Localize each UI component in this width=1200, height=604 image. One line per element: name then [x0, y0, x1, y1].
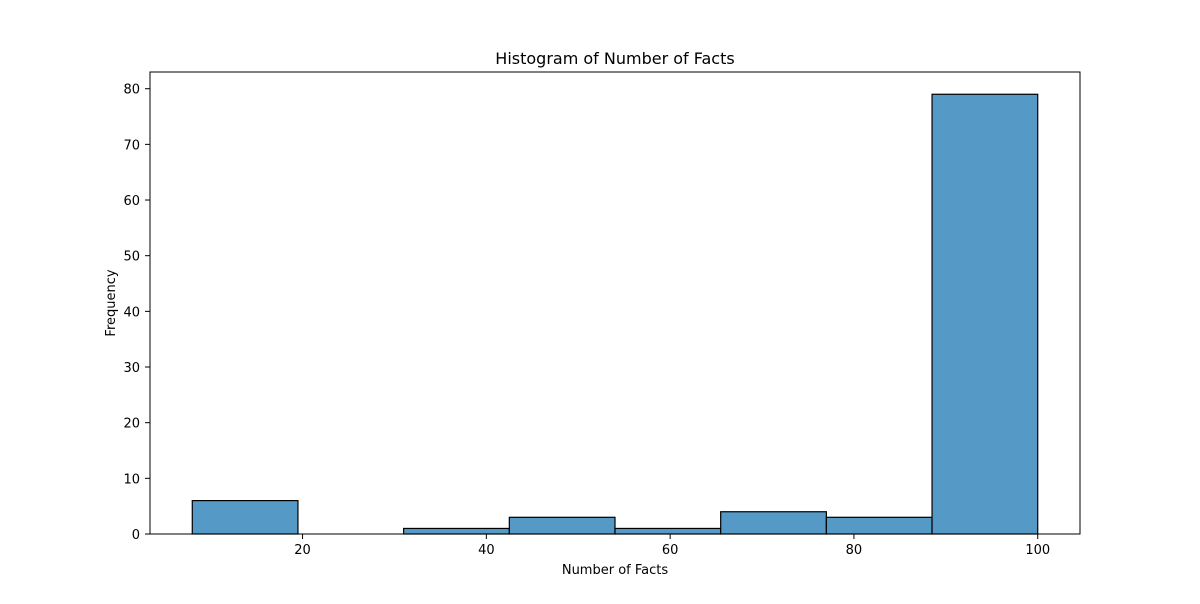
x-tick-label: 20 — [294, 543, 311, 558]
histogram-bar-0 — [191, 500, 299, 535]
y-tick-label: 30 — [123, 361, 140, 376]
y-tick-label: 10 — [123, 472, 140, 487]
y-axis-label: Frequency — [104, 269, 119, 336]
histogram-bar-2 — [403, 527, 510, 535]
x-tick-label: 40 — [478, 543, 495, 558]
y-tick-label: 60 — [123, 194, 140, 209]
y-tick-label: 20 — [123, 417, 140, 432]
x-tick-label: 80 — [846, 543, 863, 558]
x-tick-label: 100 — [1025, 543, 1050, 558]
x-axis-ticks: 20 40 60 80 100 — [294, 534, 1050, 558]
x-axis-label: Number of Facts — [562, 563, 669, 578]
bars-group — [191, 93, 1039, 535]
histogram-bar-7 — [931, 93, 1039, 535]
histogram-bar-6 — [825, 516, 933, 535]
y-tick-label: 70 — [123, 138, 140, 153]
chart-title: Histogram of Number of Facts — [495, 49, 734, 68]
y-axis-ticks: 0 10 20 30 40 50 60 70 80 — [123, 83, 150, 543]
plot-frame — [149, 71, 1081, 535]
y-tick-label: 80 — [123, 83, 140, 98]
plot-area — [150, 72, 1080, 534]
x-tick-label: 60 — [662, 543, 679, 558]
y-tick-label: 50 — [123, 250, 140, 265]
histogram-bar-5 — [720, 511, 827, 535]
histogram-bar-3 — [508, 516, 616, 535]
y-tick-label: 0 — [132, 528, 140, 543]
y-tick-label: 40 — [123, 305, 140, 320]
histogram-bar-4 — [614, 527, 722, 535]
